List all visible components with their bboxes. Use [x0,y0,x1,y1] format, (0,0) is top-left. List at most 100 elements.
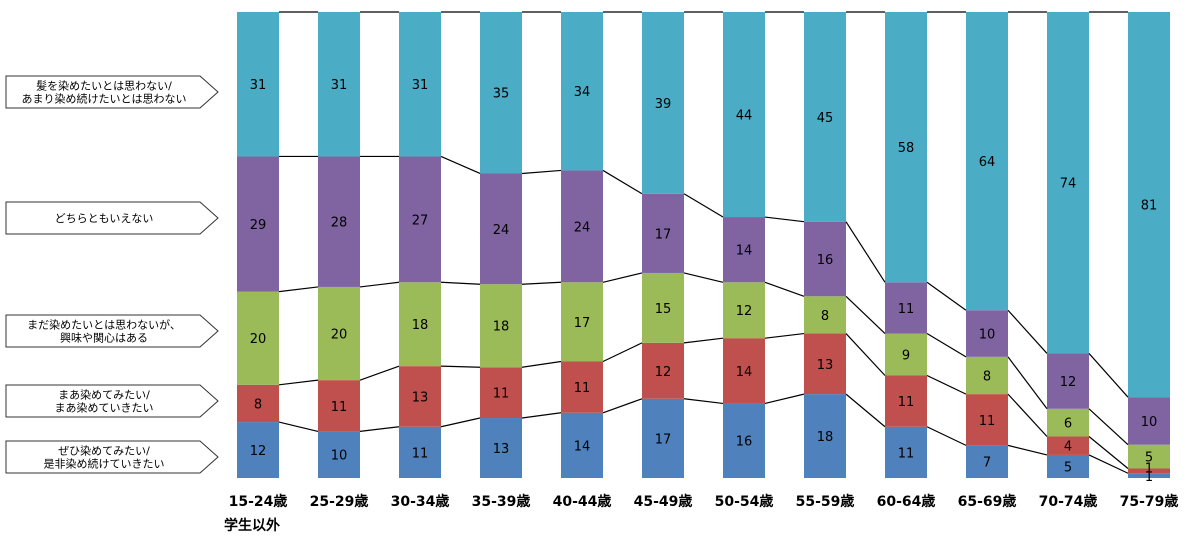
bar-segment-9-1 [966,394,1008,446]
bar-segment-10-2 [1047,408,1089,437]
x-tick-label: 60-64歳 [877,493,936,510]
connector-line-2-3 [440,281,481,285]
connector-line-9-3 [1007,356,1048,410]
bar-segment-3-3 [480,173,522,285]
value-label-3-2: 18 [493,320,510,335]
connector-line-5-1 [683,398,724,405]
bar-segment-6-3 [723,217,765,283]
bars-group [237,12,1170,478]
bar-segment-3-2 [480,284,522,368]
value-label-10-0: 5 [1064,460,1072,475]
value-label-8-2: 9 [902,349,910,364]
bar-segment-7-4 [804,12,846,222]
bar-segment-5-3 [642,193,684,273]
connector-line-10-2 [1088,436,1129,469]
bar-segment-9-4 [966,12,1008,311]
connector-lines-group [278,11,1129,474]
bar-segment-0-2 [237,291,279,385]
bar-segment-7-0 [804,394,846,478]
bar-segment-4-1 [561,361,603,413]
connector-line-7-4 [845,221,886,283]
bar-segment-10-0 [1047,454,1089,478]
value-label-4-3: 24 [574,220,591,235]
bar-segment-6-2 [723,282,765,339]
bar-segment-6-0 [723,403,765,478]
bar-segment-0-3 [237,156,279,292]
bar-segment-2-4 [399,12,441,157]
bar-segment-10-1 [1047,436,1089,455]
value-label-9-2: 8 [983,369,991,384]
value-label-4-0: 14 [574,439,591,454]
value-label-0-2: 20 [250,332,267,347]
value-label-0-0: 12 [250,444,267,459]
x-tick-label: 50-54歳 [715,493,774,510]
bar-segment-11-1 [1128,468,1170,474]
connector-line-5-2 [683,337,724,344]
value-label-7-0: 18 [817,430,834,445]
bar-segment-4-0 [561,412,603,478]
value-label-1-1: 11 [331,400,348,415]
connector-line-7-3 [845,295,886,334]
connector-line-0-3 [278,286,319,293]
value-label-1-3: 28 [331,216,348,231]
bar-segment-8-0 [885,426,927,478]
connector-line-7-1 [845,393,886,428]
bar-segment-5-0 [642,398,684,478]
connector-line-8-2 [926,374,967,395]
x-tick-label: 65-69歳 [958,493,1017,510]
x-tick-label: 15-24歳 [229,493,288,510]
bar-segment-6-1 [723,338,765,404]
value-label-2-1: 13 [412,390,429,405]
bar-segment-11-3 [1128,397,1170,445]
value-label-2-2: 18 [412,318,429,333]
connector-line-1-2 [359,365,400,381]
connector-line-6-1 [764,393,805,405]
value-label-11-4: 81 [1141,199,1158,214]
bar-segment-3-4 [480,12,522,174]
connector-line-6-3 [764,281,805,297]
bar-segment-8-1 [885,375,927,427]
connector-line-3-2 [521,360,562,368]
connector-line-0-1 [278,421,319,432]
bar-segment-10-3 [1047,353,1089,409]
bar-segment-4-2 [561,282,603,362]
legend-item-2 [5,314,219,348]
connector-line-0-2 [278,379,319,386]
bar-segment-9-2 [966,356,1008,395]
connector-line-6-4 [764,216,805,223]
connector-line-2-2 [440,365,481,368]
legend-group: ぜひ染めてみたい/是非染め続けていきたいまあ染めてみたい/まあ染めていきたいまだ… [5,75,219,474]
bar-segment-2-0 [399,426,441,478]
legend-label-4: 髪を染めたいとは思わない/あまり染め続けたいとは思わない [22,79,187,106]
connector-line-10-1 [1088,454,1129,474]
value-label-6-4: 44 [736,109,753,124]
bar-segment-7-2 [804,296,846,334]
x-tick-label: 55-59歳 [796,493,855,510]
connector-line-5-3 [683,272,724,283]
value-label-2-3: 27 [412,213,429,228]
bar-segment-0-0 [237,422,279,478]
value-label-8-3: 11 [898,302,915,317]
legend-item-4 [5,75,219,109]
bar-segment-7-1 [804,333,846,395]
value-label-7-4: 45 [817,111,834,126]
connector-line-1-3 [359,281,400,288]
legend-item-0 [5,440,219,474]
value-label-5-2: 15 [655,302,672,317]
connector-line-1-1 [359,426,400,432]
legend-item-1 [5,384,219,418]
value-label-7-3: 16 [817,253,834,268]
bar-segment-8-4 [885,12,927,283]
connector-line-3-4 [521,169,562,175]
value-label-6-0: 16 [736,435,753,450]
bar-segment-1-2 [318,286,360,381]
legend-label-3: どちらともいえない [55,212,154,225]
bar-segment-2-1 [399,366,441,427]
value-label-7-1: 13 [817,358,834,373]
value-label-11-0: 1 [1145,470,1153,485]
value-label-4-1: 11 [574,381,591,396]
value-label-0-3: 29 [250,218,267,233]
value-label-4-2: 17 [574,316,591,331]
bar-segment-9-3 [966,310,1008,357]
value-label-6-3: 14 [736,244,753,259]
